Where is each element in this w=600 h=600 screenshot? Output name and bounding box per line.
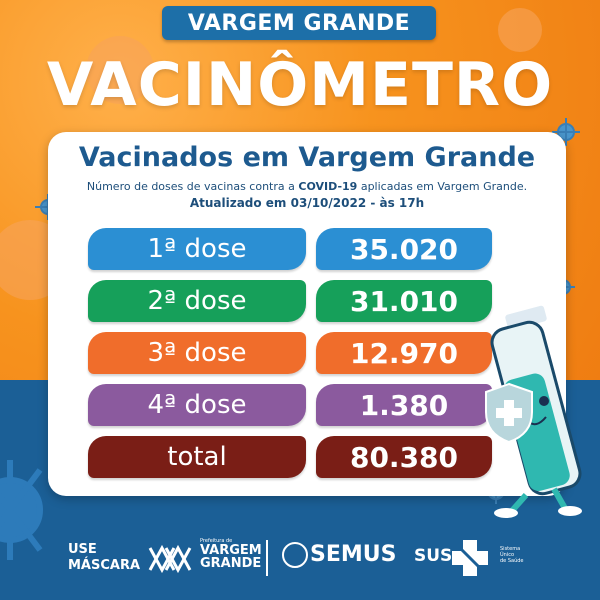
sus-cross-icon	[450, 538, 490, 578]
semus-logo: SEMUS	[282, 542, 396, 568]
main-title: VACINÔMETRO	[46, 50, 554, 120]
dose-row-3: 3ª dose 12.970	[88, 332, 552, 374]
vaccination-card: Vacinados em Vargem Grande Número de dos…	[48, 132, 566, 496]
semus-emblem-icon	[282, 542, 308, 568]
dose-label: 1ª dose	[88, 228, 306, 270]
sus-subtitle: Sistema Único de Saúde	[500, 546, 524, 564]
dose-row-1: 1ª dose 35.020	[88, 228, 552, 270]
description-prefix: Número de doses de vacinas contra a	[86, 180, 299, 193]
dose-value: 1.380	[316, 384, 492, 426]
shield-cross-icon	[485, 382, 533, 444]
dose-row-2: 2ª dose 31.010	[88, 280, 552, 322]
sus-text: SUS	[414, 546, 453, 566]
description-suffix: aplicadas em Vargem Grande.	[357, 180, 528, 193]
prefeitura-name-2: GRANDE	[200, 556, 262, 571]
footer-divider	[266, 540, 268, 576]
dose-label: 4ª dose	[88, 384, 306, 426]
total-value: 80.380	[316, 436, 492, 478]
use-mask-text: USE MÁSCARA	[68, 542, 141, 573]
card-description: Número de doses de vacinas contra a COVI…	[48, 180, 566, 193]
city-banner: VARGEM GRANDE	[162, 6, 436, 40]
dose-value: 12.970	[316, 332, 492, 374]
dose-value: 31.010	[316, 280, 492, 322]
dose-row-total: total 80.380	[88, 436, 552, 478]
total-label: total	[88, 436, 306, 478]
description-highlight: COVID-19	[298, 180, 358, 193]
dose-label: 3ª dose	[88, 332, 306, 374]
dose-label: 2ª dose	[88, 280, 306, 322]
prefeitura-logo-icon	[148, 544, 192, 574]
prefeitura-name-1: VARGEM	[200, 543, 262, 558]
card-title: Vacinados em Vargem Grande	[78, 142, 536, 173]
dose-value: 35.020	[316, 228, 492, 270]
semus-text: SEMUS	[310, 542, 397, 567]
updated-date: Atualizado em 03/10/2022 - às 17h	[189, 196, 425, 210]
dose-row-4: 4ª dose 1.380	[88, 384, 552, 426]
prefeitura-text: Prefeitura de VARGEM GRANDE	[200, 538, 262, 570]
prefeitura-small: Prefeitura de	[200, 538, 233, 544]
footer-logos: USE MÁSCARA Prefeitura de VARGEM GRANDE …	[0, 532, 600, 592]
